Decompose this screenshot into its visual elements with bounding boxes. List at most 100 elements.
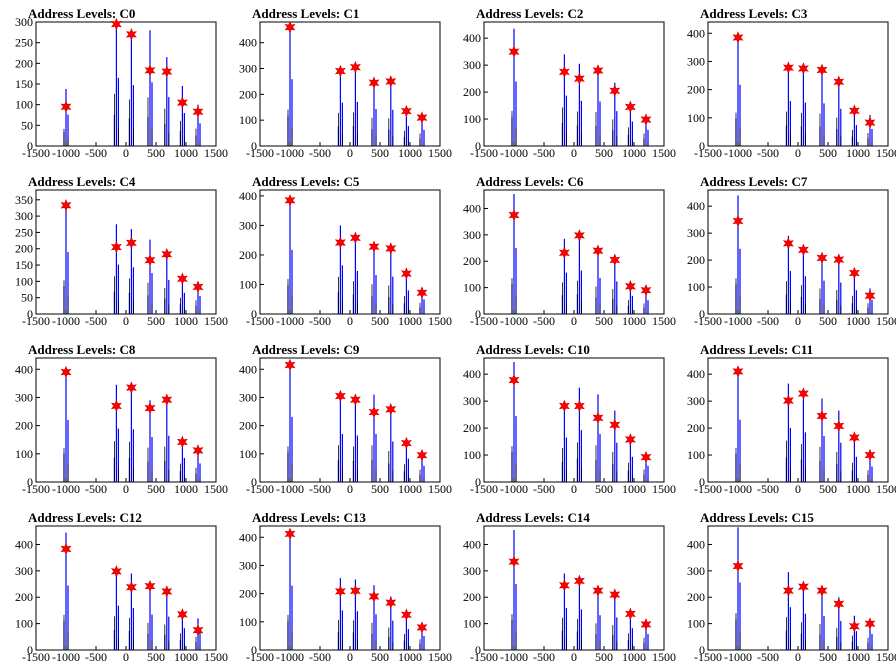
peak-star-marker — [609, 253, 621, 267]
plot-frame — [35, 525, 217, 651]
x-tick-label: 0 — [571, 146, 577, 160]
x-tick-label: 0 — [347, 482, 353, 496]
peak-star-marker — [416, 448, 428, 462]
peak-star-marker — [816, 409, 828, 423]
peak-star-marker — [833, 419, 845, 433]
peak-star-marker — [558, 399, 570, 413]
peak-star-marker — [797, 62, 809, 75]
y-tick-label: 0 — [251, 643, 257, 657]
plot-frame — [707, 357, 889, 483]
peak-star-marker — [60, 100, 72, 114]
x-tick-label: -500 — [309, 482, 331, 496]
peak-star-marker — [816, 63, 828, 77]
x-tick-label: 0 — [795, 146, 801, 160]
x-tick-label: 500 — [147, 482, 165, 496]
peak-star-marker — [416, 286, 428, 300]
y-tick-label: 0 — [251, 307, 257, 321]
peak-star-marker — [624, 607, 636, 621]
y-tick-label: 200 — [15, 590, 33, 604]
x-tick-label: -1000 — [724, 146, 752, 160]
x-tick-label: -1000 — [276, 650, 304, 664]
peak-star-marker — [176, 608, 188, 621]
peak-star-marker — [349, 60, 361, 74]
peak-star-marker — [161, 585, 173, 598]
peak-star-marker — [732, 31, 744, 44]
y-tick-label: 200 — [239, 248, 257, 262]
chart-title: Address Levels: C9 — [252, 342, 360, 357]
x-tick-label: 1500 — [204, 314, 228, 328]
y-tick-label: 100 — [15, 447, 33, 461]
chart-title: Address Levels: C13 — [252, 510, 366, 525]
x-tick-label: 1000 — [622, 482, 646, 496]
peak-star-marker — [385, 75, 397, 88]
peak-star-marker — [833, 597, 845, 611]
peak-star-marker — [833, 253, 845, 266]
y-tick-label: 400 — [463, 537, 481, 551]
x-tick-label: -500 — [533, 314, 555, 328]
chart-svg: 0 100 200 300 400 -1500-1000 -500 0 500 1000 1500 — [239, 525, 452, 664]
x-tick-label: -500 — [533, 146, 555, 160]
x-tick-label: -1500 — [694, 146, 722, 160]
x-tick-label: -1000 — [724, 314, 752, 328]
peak-star-marker — [60, 199, 72, 212]
y-tick-label: 200 — [687, 421, 705, 435]
x-tick-label: 500 — [819, 482, 837, 496]
peak-star-marker — [334, 236, 346, 249]
y-tick-label: 350 — [15, 193, 33, 207]
x-tick-label: -1500 — [22, 314, 50, 328]
peak-star-marker — [848, 619, 860, 633]
peak-star-marker — [110, 399, 122, 413]
x-tick-label: 500 — [819, 146, 837, 160]
y-tick-label: 200 — [463, 590, 481, 604]
y-tick-label: 300 — [239, 218, 257, 232]
x-tick-label: 1000 — [398, 650, 422, 664]
x-tick-label: -500 — [85, 650, 107, 664]
x-tick-label: -1500 — [470, 146, 498, 160]
x-tick-label: 0 — [571, 314, 577, 328]
y-tick-label: 0 — [475, 139, 481, 153]
x-tick-label: 500 — [371, 650, 389, 664]
peak-star-marker — [732, 214, 744, 228]
x-tick-label: 500 — [595, 482, 613, 496]
x-tick-label: -500 — [309, 314, 331, 328]
peak-star-marker — [60, 542, 72, 556]
peak-star-marker — [284, 194, 296, 207]
x-tick-label: 1500 — [876, 146, 896, 160]
y-tick-label: 400 — [463, 201, 481, 215]
chart-panel: Address Levels: C3 0 100 200 300 400 -1500 -100… — [672, 0, 896, 168]
y-tick-label: 300 — [687, 394, 705, 408]
chart-svg: 0 50 100 150 200 250 300 -1500 -1000 -500 0 500 1000… — [15, 15, 228, 160]
y-tick-label: 300 — [687, 226, 705, 240]
y-tick-label: 200 — [687, 83, 705, 97]
plot-frame — [483, 525, 665, 651]
x-tick-label: -1000 — [52, 650, 80, 664]
peak-star-marker — [833, 75, 845, 89]
peak-star-marker — [640, 450, 652, 464]
x-tick-label: 0 — [347, 146, 353, 160]
peak-star-marker — [349, 584, 361, 598]
x-tick-label: 1000 — [174, 482, 198, 496]
x-tick-label: -1500 — [470, 482, 498, 496]
y-tick-label: 200 — [463, 85, 481, 99]
y-tick-label: 150 — [15, 258, 33, 272]
x-tick-label: 0 — [795, 650, 801, 664]
chart-title: Address Levels: C2 — [476, 6, 584, 21]
x-tick-label: -1500 — [694, 482, 722, 496]
peak-star-marker — [732, 365, 744, 378]
y-tick-label: 400 — [687, 537, 705, 551]
x-tick-label: -500 — [533, 482, 555, 496]
chart-title: Address Levels: C10 — [476, 342, 590, 357]
peak-star-marker — [624, 433, 636, 446]
peak-star-marker — [400, 436, 412, 450]
peak-star-marker — [349, 393, 361, 407]
chart-panel: Address Levels: C12 0 100 200 300 400 -1500 -10… — [0, 504, 228, 672]
y-tick-label: 200 — [15, 56, 33, 70]
y-tick-label: 200 — [239, 587, 257, 601]
peak-star-marker — [161, 65, 173, 78]
peak-star-marker — [161, 247, 173, 261]
y-tick-label: 300 — [687, 54, 705, 68]
y-tick-label: 100 — [15, 617, 33, 631]
chart-title: Address Levels: C0 — [28, 6, 136, 21]
x-tick-label: -1000 — [500, 314, 528, 328]
peak-star-marker — [558, 65, 570, 79]
